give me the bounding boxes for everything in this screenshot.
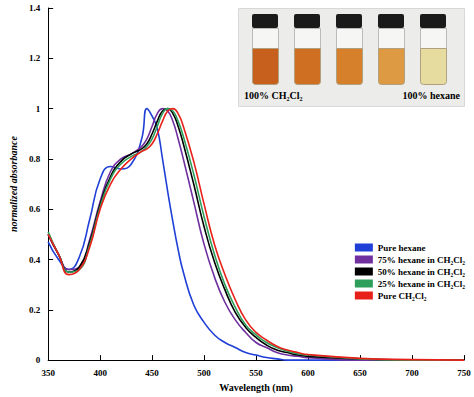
svg-text:25% hexane in CH₂Cl₂: 25% hexane in CH₂Cl₂ xyxy=(378,279,465,289)
svg-text:100% CH₂Cl₂: 100% CH₂Cl₂ xyxy=(244,90,303,101)
svg-text:600: 600 xyxy=(301,368,315,378)
svg-text:50% hexane in CH₂Cl₂: 50% hexane in CH₂Cl₂ xyxy=(378,267,465,277)
svg-text:Pure hexane: Pure hexane xyxy=(378,243,426,253)
svg-text:450: 450 xyxy=(145,368,159,378)
svg-text:400: 400 xyxy=(93,368,107,378)
svg-text:Pure CH₂Cl₂: Pure CH₂Cl₂ xyxy=(378,291,427,301)
svg-text:0.2: 0.2 xyxy=(29,305,41,315)
svg-text:0.4: 0.4 xyxy=(29,255,41,265)
svg-text:0.8: 0.8 xyxy=(29,154,41,164)
svg-text:100% hexane: 100% hexane xyxy=(403,90,461,101)
svg-text:1.4: 1.4 xyxy=(29,3,41,13)
svg-text:0: 0 xyxy=(36,355,41,365)
svg-text:75% hexane in CH₂Cl₂: 75% hexane in CH₂Cl₂ xyxy=(378,255,465,265)
svg-text:500: 500 xyxy=(197,368,211,378)
svg-text:700: 700 xyxy=(405,368,419,378)
svg-text:750: 750 xyxy=(457,368,471,378)
svg-text:1.2: 1.2 xyxy=(29,53,41,63)
svg-text:Wavelength (nm): Wavelength (nm) xyxy=(219,382,293,394)
svg-text:650: 650 xyxy=(353,368,367,378)
svg-text:550: 550 xyxy=(249,368,263,378)
svg-text:1: 1 xyxy=(36,104,41,114)
svg-text:normalized absorbance: normalized absorbance xyxy=(8,136,19,232)
svg-text:350: 350 xyxy=(41,368,55,378)
svg-text:0.6: 0.6 xyxy=(29,204,41,214)
